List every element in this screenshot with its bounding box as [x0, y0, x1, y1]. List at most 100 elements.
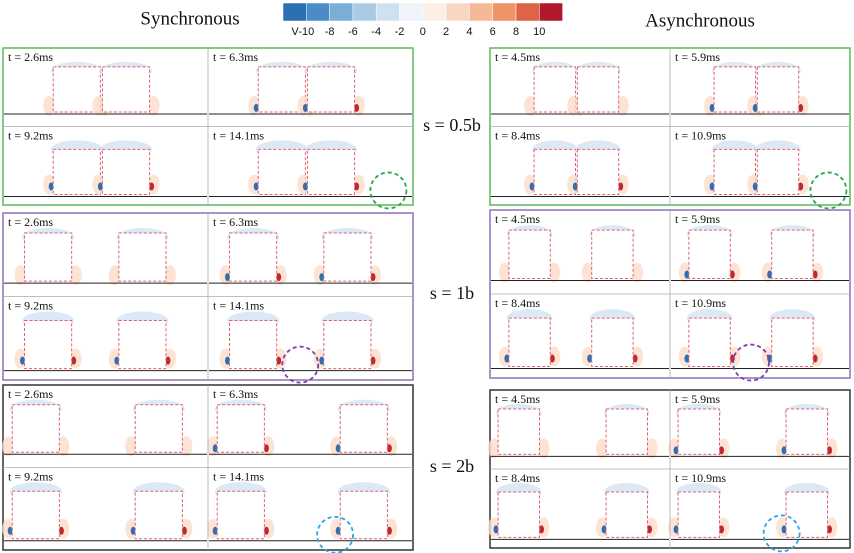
potential-blob	[57, 436, 70, 457]
row-label: s = 1b	[430, 283, 474, 303]
colorbar-tick: 8	[513, 26, 519, 38]
colorbar-swatch	[422, 2, 447, 22]
potential-spot	[827, 525, 832, 534]
block	[677, 408, 720, 455]
potential-spot	[20, 356, 26, 365]
colorbar-swatch	[469, 2, 493, 22]
block	[306, 66, 356, 113]
block	[339, 404, 388, 453]
potential-spot	[276, 273, 282, 282]
potential-spot	[319, 273, 325, 282]
highlight-circle	[732, 343, 770, 382]
potential-blob	[92, 95, 105, 116]
potential-spot	[263, 526, 269, 535]
time-label: t = 4.5ms	[495, 50, 540, 64]
colorbar-swatch	[329, 2, 354, 22]
potential-spot	[212, 526, 218, 535]
potential-blob	[596, 438, 609, 459]
potential-spot	[319, 356, 325, 365]
potential-spot	[719, 525, 724, 534]
colorbar-unit: V	[291, 26, 299, 38]
time-label: t = 5.9ms	[675, 50, 720, 64]
potential-blob	[616, 95, 629, 116]
block	[688, 317, 731, 368]
potential-spot	[539, 525, 544, 534]
potential-blob	[147, 95, 160, 116]
potential-blob	[498, 262, 511, 283]
colorbar-tick: 4	[466, 26, 472, 38]
block	[576, 148, 620, 195]
time-label: t = 6.3ms	[213, 215, 258, 229]
block	[323, 232, 372, 282]
potential-spot	[335, 444, 341, 453]
block	[118, 320, 167, 370]
potential-spot	[263, 444, 269, 453]
potential-spot	[97, 182, 103, 191]
time-label: t = 9.2ms	[8, 128, 53, 142]
colorbar-swatch	[352, 2, 377, 22]
potential-spot	[370, 273, 376, 282]
block	[605, 491, 648, 538]
potential-spot	[493, 525, 499, 534]
block	[306, 148, 356, 195]
potential-spot	[673, 525, 679, 534]
colorbar-swatch	[492, 2, 517, 22]
potential-spot	[276, 356, 282, 365]
time-label: t = 8.4ms	[495, 128, 540, 142]
colorbar-tick: -8	[325, 26, 335, 38]
time-label: t = 10.9ms	[675, 296, 726, 310]
column-title: Synchronous	[140, 8, 239, 29]
colorbar-tick: -2	[395, 26, 405, 38]
block	[771, 229, 814, 280]
potential-spot	[370, 356, 376, 365]
potential-spot	[572, 182, 578, 191]
block	[508, 229, 551, 280]
highlight-circle	[762, 514, 801, 553]
potential-spot	[529, 182, 535, 191]
potential-spot	[709, 103, 715, 112]
potential-spot	[253, 103, 259, 112]
potential-blob	[645, 438, 658, 459]
potential-spot	[827, 446, 832, 455]
potential-blob	[488, 438, 501, 459]
potential-spot	[618, 182, 624, 191]
potential-spot	[673, 446, 679, 455]
highlight-circle	[369, 171, 408, 210]
potential-spot	[354, 103, 360, 112]
time-label: t = 8.4ms	[495, 471, 540, 485]
block	[605, 408, 648, 455]
colorbar-swatch	[282, 2, 307, 22]
time-label: t = 2.6ms	[8, 50, 53, 64]
block	[229, 320, 278, 370]
potential-blob	[631, 262, 644, 283]
colorbar-tick: 10	[533, 26, 545, 38]
block	[134, 404, 183, 453]
time-label: t = 9.2ms	[8, 469, 53, 483]
block	[591, 317, 634, 368]
block	[52, 148, 101, 195]
block	[216, 404, 265, 453]
potential-spot	[781, 446, 787, 455]
block	[497, 491, 541, 538]
potential-spot	[632, 354, 638, 363]
colorbar-tick: -10	[298, 26, 314, 38]
potential-spot	[752, 103, 758, 112]
highlight-circle	[809, 171, 848, 210]
potential-spot	[7, 526, 13, 535]
potential-spot	[386, 526, 392, 535]
block	[785, 408, 828, 455]
potential-blob	[14, 265, 27, 286]
time-label: t = 14.1ms	[213, 128, 264, 142]
potential-blob	[2, 436, 15, 457]
block	[339, 490, 388, 540]
column-title: Asynchronous	[645, 10, 755, 31]
colorbar-tick: 0	[420, 26, 426, 38]
potential-spot	[386, 444, 392, 453]
highlight-circle	[281, 345, 320, 384]
potential-spot	[58, 526, 64, 535]
potential-spot	[812, 270, 818, 279]
time-label: t = 5.9ms	[675, 392, 720, 406]
potential-blob	[524, 95, 537, 116]
block	[11, 404, 60, 453]
block	[118, 232, 167, 282]
